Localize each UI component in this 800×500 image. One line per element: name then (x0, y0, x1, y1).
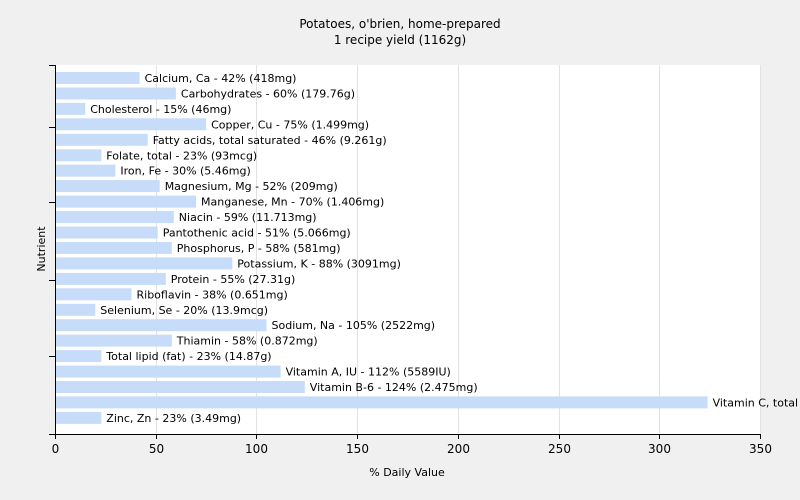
bar (55, 334, 172, 347)
x-tick-label: 0 (52, 442, 60, 456)
bar-label: Vitamin A, IU - 112% (5589IU) (286, 366, 451, 379)
bar (55, 319, 267, 332)
bar-label: Manganese, Mn - 70% (1.406mg) (201, 196, 384, 209)
chart-title: Potatoes, o'brien, home-prepared (299, 17, 500, 31)
bar (55, 303, 96, 316)
bar (55, 288, 132, 301)
x-tick-label: 200 (447, 442, 470, 456)
bar (55, 411, 102, 424)
bar (55, 149, 102, 162)
bar-label: Niacin - 59% (11.713mg) (179, 211, 317, 224)
bar-label: Sodium, Na - 105% (2522mg) (272, 319, 436, 332)
x-axis-label: % Daily Value (369, 466, 445, 479)
bar (55, 350, 102, 363)
bar-label: Thiamin - 58% (0.872mg) (176, 335, 318, 348)
bar-label: Fatty acids, total saturated - 46% (9.26… (153, 134, 387, 147)
bar (55, 164, 116, 177)
bar (55, 72, 140, 84)
bar-label: Potassium, K - 88% (3091mg) (237, 257, 401, 270)
bar-label: Cholesterol - 15% (46mg) (90, 103, 231, 116)
bar (55, 365, 281, 378)
x-tick-label: 250 (548, 442, 571, 456)
bar (55, 118, 207, 131)
bar-label: Calcium, Ca - 42% (418mg) (145, 72, 297, 85)
x-tick-label: 100 (245, 442, 268, 456)
bar-label: Vitamin C, total ascorbic acid - 324% (1… (713, 396, 800, 409)
bar-label: Magnesium, Mg - 52% (209mg) (165, 180, 338, 193)
x-tick-label: 300 (648, 442, 671, 456)
bar-label: Iron, Fe - 30% (5.46mg) (120, 165, 250, 178)
bar-label: Folate, total - 23% (93mcg) (106, 149, 257, 162)
y-axis-label: Nutrient (35, 226, 48, 272)
bar-label: Protein - 55% (27.31g) (171, 273, 296, 286)
bar-label: Copper, Cu - 75% (1.499mg) (211, 118, 369, 131)
bar (55, 257, 233, 270)
bar-label: Vitamin B-6 - 124% (2.475mg) (310, 381, 478, 394)
bar (55, 396, 708, 409)
x-tick-label: 350 (749, 442, 772, 456)
bar-label: Selenium, Se - 20% (13.9mcg) (100, 304, 268, 317)
bar-label: Phosphorus, P - 58% (581mg) (177, 242, 341, 255)
bar (55, 272, 166, 285)
bar (55, 211, 174, 223)
chart-subtitle: 1 recipe yield (1162g) (334, 33, 466, 47)
bar (55, 241, 172, 254)
bar (55, 102, 86, 115)
bars: Calcium, Ca - 42% (418mg) Carbohydrates -… (55, 72, 800, 425)
bar (55, 87, 176, 100)
bar (55, 226, 158, 239)
bar (55, 180, 160, 193)
bar (55, 381, 305, 393)
bar (55, 133, 148, 146)
x-tick-label: 150 (346, 442, 369, 456)
bar-label: Pantothenic acid - 51% (5.066mg) (163, 227, 351, 240)
bar-label: Total lipid (fat) - 23% (14.87g) (105, 350, 271, 363)
bar-label: Carbohydrates - 60% (179.76g) (181, 88, 355, 101)
bar-label: Zinc, Zn - 23% (3.49mg) (106, 412, 241, 425)
bar-label: Riboflavin - 38% (0.651mg) (137, 288, 288, 301)
bar (55, 195, 196, 208)
axes: 0 50 100 150 200 250 300 350 (49, 65, 772, 456)
x-tick-label: 50 (149, 442, 164, 456)
